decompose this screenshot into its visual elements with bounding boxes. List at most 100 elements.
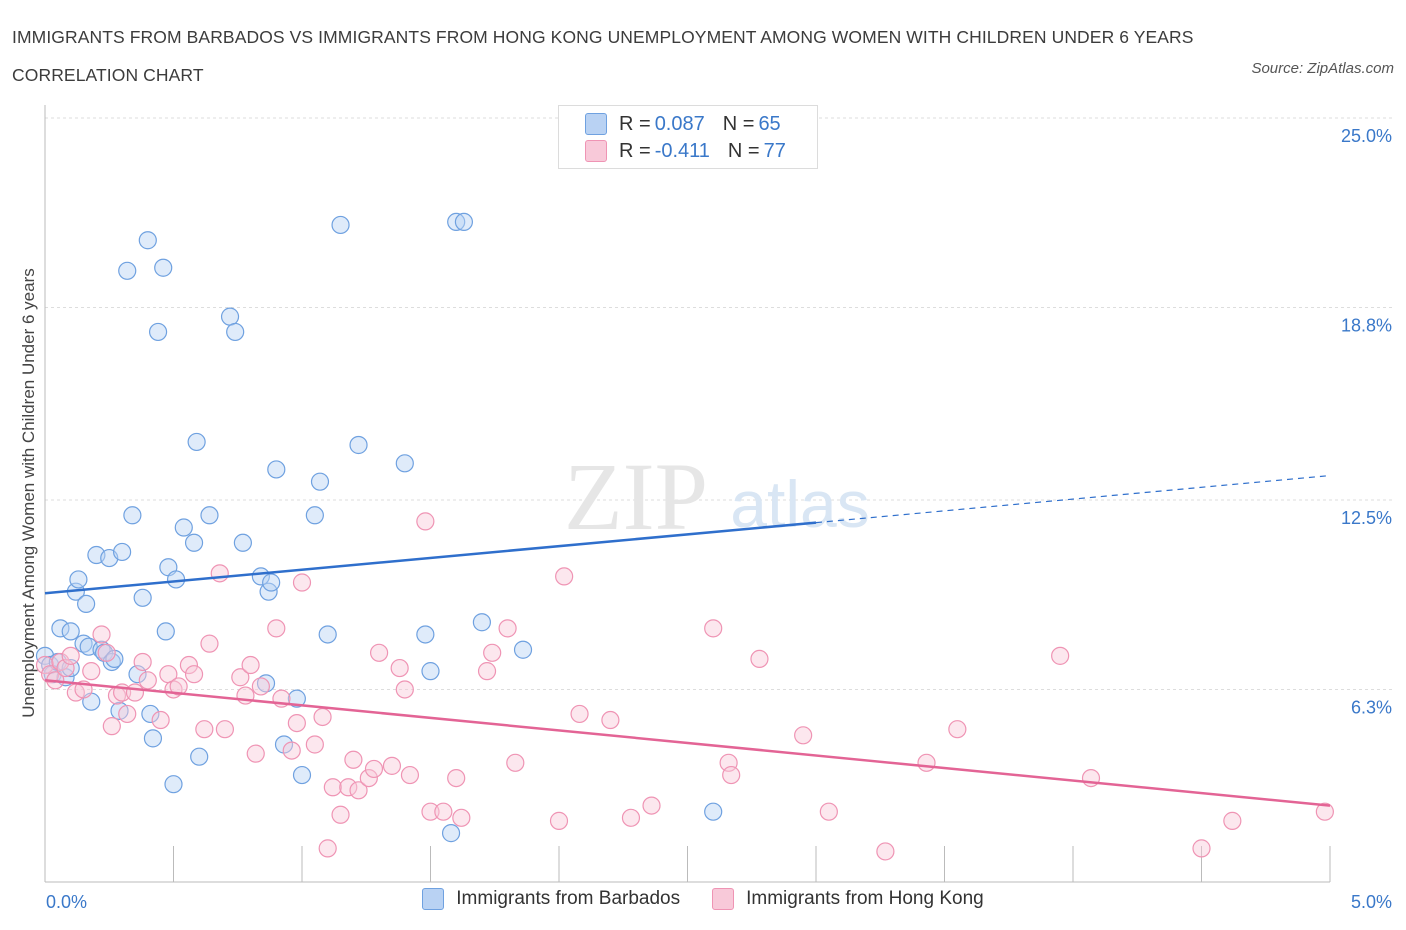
y-tick-label: 25.0% <box>1341 126 1392 146</box>
data-point <box>282 741 301 760</box>
data-point <box>154 258 173 277</box>
data-point <box>390 658 409 678</box>
data-point <box>102 717 121 736</box>
data-point <box>138 671 157 690</box>
data-point <box>472 613 491 632</box>
data-point <box>570 704 589 724</box>
data-point <box>722 765 741 785</box>
data-point <box>349 781 368 800</box>
y-tick-label: 18.8% <box>1341 315 1392 335</box>
data-point <box>421 662 440 681</box>
data-point <box>447 212 466 232</box>
data-point <box>97 643 116 662</box>
data-point <box>292 573 312 592</box>
data-point <box>506 753 525 772</box>
data-point <box>292 765 312 785</box>
data-point <box>82 662 101 681</box>
data-point <box>318 839 337 858</box>
data-point <box>642 796 661 815</box>
legend-swatch-hongkong <box>585 140 607 162</box>
legend-swatch-barbados <box>585 113 607 135</box>
data-point <box>917 753 936 772</box>
data-point <box>51 619 70 638</box>
data-point <box>477 662 497 681</box>
data-point <box>310 472 330 491</box>
data-point <box>179 655 199 675</box>
data-point <box>210 564 229 583</box>
data-point <box>323 778 342 797</box>
legend-box: R = 0.087 N = 65 R = -0.411 N = 77 <box>558 105 818 169</box>
data-point <box>187 432 206 452</box>
data-point <box>92 625 111 644</box>
data-point <box>794 726 813 745</box>
data-point <box>313 707 332 727</box>
data-point <box>151 710 170 730</box>
legend-n-label: N = <box>727 139 760 162</box>
axes <box>44 105 1331 883</box>
data-point <box>200 634 219 653</box>
data-point <box>1051 646 1070 665</box>
data-point <box>123 506 142 525</box>
trend-line-barbados-extension <box>815 474 1331 524</box>
data-point <box>447 768 466 788</box>
source-label: Source: ZipAtlas.com <box>1251 60 1394 77</box>
data-point <box>395 454 414 473</box>
chart-title: IMMIGRANTS FROM BARBADOS VS IMMIGRANTS F… <box>12 27 1194 85</box>
data-point <box>400 765 420 785</box>
data-point <box>601 710 620 730</box>
data-point <box>133 652 152 672</box>
data-point <box>148 322 168 342</box>
data-point <box>339 778 358 797</box>
tick-labels: 6.3% 12.5% 18.8% 25.0% 0.0% 5.0% <box>46 126 1392 912</box>
data-point <box>704 619 723 638</box>
data-point <box>226 322 245 342</box>
data-point <box>1223 811 1242 830</box>
series-legend-label: Immigrants from Barbados <box>456 888 681 909</box>
trend-line-hongkong <box>44 679 1331 807</box>
data-point <box>156 622 175 641</box>
data-point <box>138 231 157 250</box>
data-point <box>262 573 281 592</box>
data-point <box>1315 802 1334 821</box>
data-point <box>621 808 641 827</box>
data-point <box>251 677 270 696</box>
data-point <box>331 805 350 824</box>
data-point <box>318 625 337 644</box>
data-point <box>395 680 414 699</box>
legend-r-value: 0.087 <box>654 112 705 135</box>
data-point <box>200 506 219 525</box>
data-point <box>77 594 96 614</box>
data-point <box>174 518 193 537</box>
data-point <box>382 756 402 775</box>
data-point <box>331 215 350 235</box>
data-point <box>74 634 93 653</box>
x-tick-label: 0.0% <box>46 892 87 912</box>
data-point <box>750 649 769 669</box>
data-point <box>416 625 435 644</box>
data-point <box>256 674 276 693</box>
data-point <box>452 808 471 827</box>
legend-n-value: 65 <box>758 112 781 135</box>
data-point <box>416 512 435 531</box>
legend-r-label: R = <box>619 139 651 162</box>
data-point <box>118 704 137 724</box>
y-axis-label: Unemployment Among Women with Children U… <box>19 268 38 717</box>
grid-lines <box>45 117 1392 690</box>
data-point <box>92 640 111 659</box>
data-point <box>61 646 80 665</box>
data-point <box>498 619 517 638</box>
data-point <box>441 824 461 843</box>
data-point <box>184 533 204 552</box>
y-tick-label: 6.3% <box>1351 697 1392 717</box>
series-legend-swatch-hongkong <box>712 888 735 910</box>
trend-lines <box>44 474 1331 807</box>
data-point <box>370 643 389 662</box>
data-point <box>349 435 368 455</box>
series-legend-barbados: Immigrants from Barbados <box>422 888 680 910</box>
series-legend-swatch-barbados <box>422 888 445 910</box>
data-point <box>69 570 88 589</box>
series-barbados-points <box>35 212 723 843</box>
data-point <box>215 720 234 739</box>
data-point <box>364 759 384 779</box>
data-point <box>876 842 895 861</box>
